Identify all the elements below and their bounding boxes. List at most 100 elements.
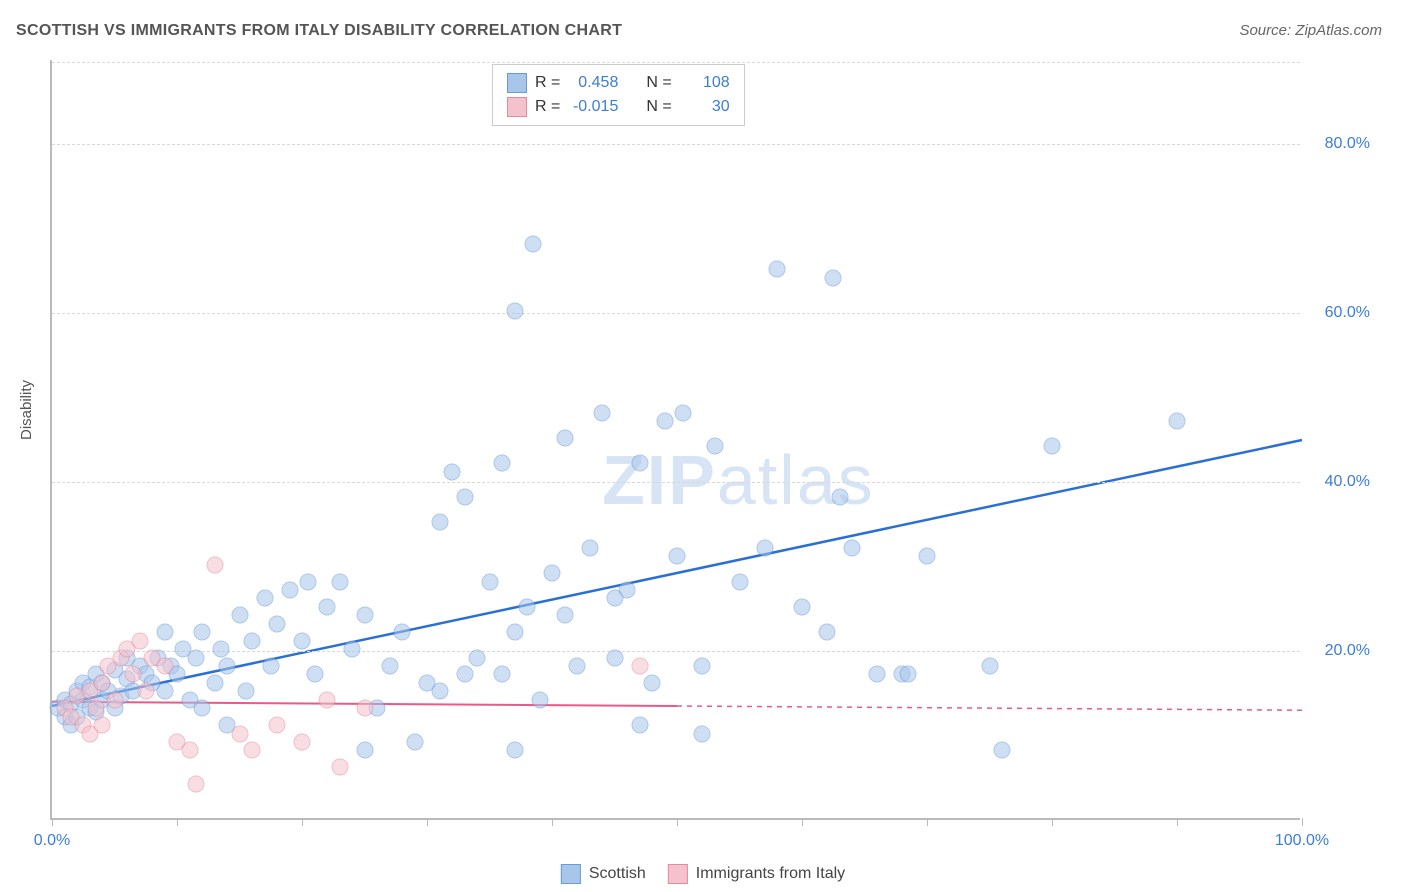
data-point: [544, 565, 561, 582]
gridline-h: [52, 144, 1300, 145]
data-point: [431, 514, 448, 531]
data-point: [256, 590, 273, 607]
data-point: [694, 658, 711, 675]
data-point: [481, 573, 498, 590]
x-tick-label: 100.0%: [1275, 832, 1329, 850]
data-point: [331, 573, 348, 590]
x-tick: [177, 818, 178, 826]
x-tick: [52, 818, 53, 826]
x-tick: [1052, 818, 1053, 826]
data-point: [756, 539, 773, 556]
data-point: [675, 404, 692, 421]
legend-item-italy: Immigrants from Italy: [668, 864, 845, 884]
x-tick: [677, 818, 678, 826]
data-point: [900, 666, 917, 683]
gridline-h: [52, 482, 1300, 483]
data-point: [556, 607, 573, 624]
y-tick-label: 60.0%: [1310, 304, 1370, 322]
data-point: [831, 489, 848, 506]
y-tick-label: 40.0%: [1310, 473, 1370, 491]
trend-lines: [52, 60, 1300, 818]
data-point: [194, 624, 211, 641]
data-point: [94, 674, 111, 691]
data-point: [444, 463, 461, 480]
data-point: [431, 683, 448, 700]
data-point: [356, 742, 373, 759]
data-point: [156, 683, 173, 700]
x-tick: [1177, 818, 1178, 826]
stats-row-italy: R = -0.015 N = 30: [507, 95, 730, 119]
data-point: [581, 539, 598, 556]
data-point: [456, 666, 473, 683]
data-point: [769, 261, 786, 278]
data-point: [869, 666, 886, 683]
data-point: [306, 666, 323, 683]
source-attribution: Source: ZipAtlas.com: [1239, 22, 1382, 39]
data-point: [194, 700, 211, 717]
legend-item-scottish: Scottish: [561, 864, 646, 884]
plot-area: ZIPatlas R = 0.458 N = 108 R = -0.015 N …: [50, 60, 1300, 820]
data-point: [631, 455, 648, 472]
data-point: [994, 742, 1011, 759]
chart-title: SCOTTISH VS IMMIGRANTS FROM ITALY DISABI…: [16, 22, 622, 40]
data-point: [669, 548, 686, 565]
data-point: [1169, 413, 1186, 430]
data-point: [694, 725, 711, 742]
data-point: [519, 598, 536, 615]
data-point: [231, 725, 248, 742]
gridline-h: [52, 313, 1300, 314]
data-point: [656, 413, 673, 430]
data-point: [237, 683, 254, 700]
data-point: [356, 700, 373, 717]
watermark: ZIPatlas: [602, 440, 875, 520]
gridline-h: [52, 651, 1300, 652]
data-point: [731, 573, 748, 590]
data-point: [206, 556, 223, 573]
swatch-scottish: [507, 73, 527, 93]
data-point: [106, 691, 123, 708]
x-tick: [927, 818, 928, 826]
data-point: [331, 759, 348, 776]
data-point: [87, 700, 104, 717]
data-point: [231, 607, 248, 624]
data-point: [212, 641, 229, 658]
data-point: [94, 717, 111, 734]
data-point: [181, 742, 198, 759]
data-point: [294, 632, 311, 649]
data-point: [125, 666, 142, 683]
data-point: [594, 404, 611, 421]
data-point: [981, 658, 998, 675]
data-point: [219, 658, 236, 675]
data-point: [556, 430, 573, 447]
data-point: [494, 455, 511, 472]
data-point: [156, 624, 173, 641]
stats-legend: R = 0.458 N = 108 R = -0.015 N = 30: [492, 64, 745, 126]
data-point: [794, 598, 811, 615]
data-point: [319, 691, 336, 708]
data-point: [819, 624, 836, 641]
data-point: [300, 573, 317, 590]
data-point: [156, 658, 173, 675]
data-point: [494, 666, 511, 683]
data-point: [244, 632, 261, 649]
data-point: [394, 624, 411, 641]
data-point: [319, 598, 336, 615]
data-point: [706, 438, 723, 455]
data-point: [525, 235, 542, 252]
data-point: [506, 742, 523, 759]
data-point: [294, 734, 311, 751]
data-point: [506, 303, 523, 320]
x-tick: [802, 818, 803, 826]
data-point: [606, 649, 623, 666]
data-point: [844, 539, 861, 556]
y-tick-label: 80.0%: [1310, 135, 1370, 153]
data-point: [825, 269, 842, 286]
swatch-italy: [668, 864, 688, 884]
data-point: [206, 674, 223, 691]
x-tick: [302, 818, 303, 826]
y-axis-label: Disability: [18, 380, 35, 440]
x-tick: [427, 818, 428, 826]
stats-row-scottish: R = 0.458 N = 108: [507, 71, 730, 95]
data-point: [1044, 438, 1061, 455]
data-point: [187, 649, 204, 666]
